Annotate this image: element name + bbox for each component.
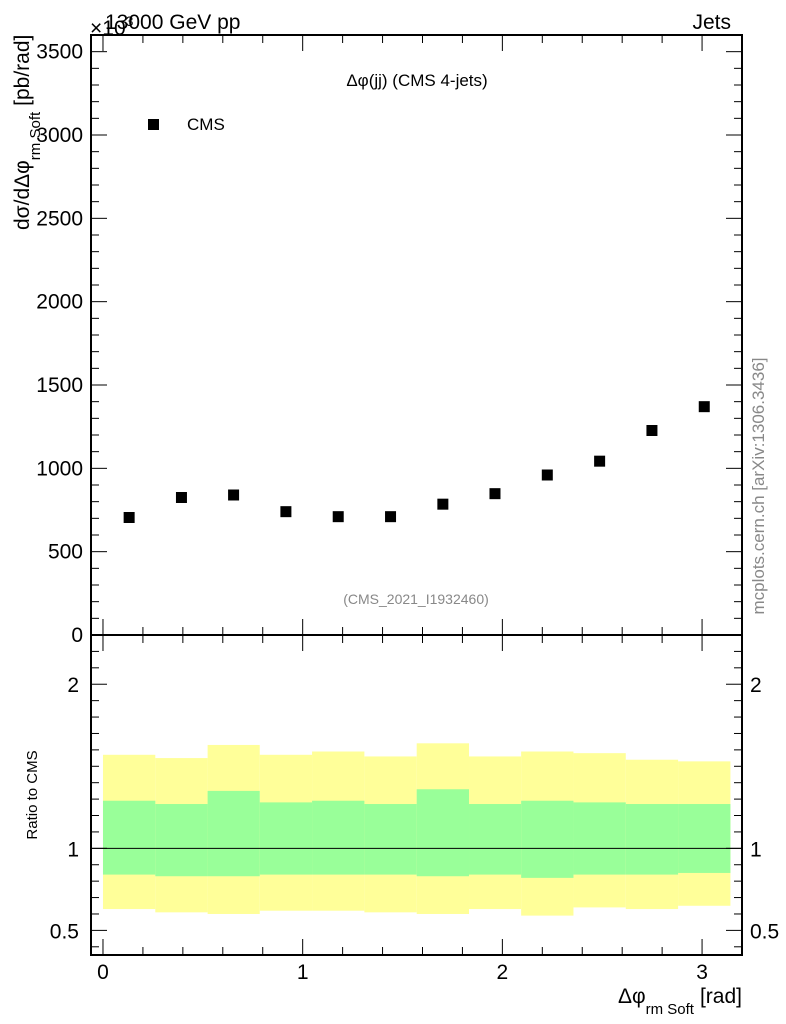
ratio-bands <box>102 743 731 916</box>
category-label: Jets <box>692 11 731 34</box>
inner-band-bin <box>625 804 679 875</box>
y-axis-label: dσ/dΔφrm Soft[pb/rad] <box>11 35 44 230</box>
data-markers <box>123 401 710 523</box>
data-point <box>228 489 240 501</box>
x-tick-label: 2 <box>497 961 509 984</box>
data-point <box>280 506 292 518</box>
data-point <box>332 511 344 523</box>
main-y-ticks: 0 500 1000 1500 2000 2500 3000 3500 <box>36 41 742 647</box>
ratio-y-tick-label: 1 <box>67 838 79 861</box>
data-point <box>437 498 449 510</box>
main-x-ticks <box>102 35 703 635</box>
data-point <box>385 511 397 523</box>
y-tick-label: 0 <box>71 624 83 647</box>
data-point <box>541 469 553 481</box>
inner-band-bin <box>521 800 574 878</box>
ratio-x-ticks: 0 1 2 3 <box>97 635 708 984</box>
ratio-y-tick-label-right: 1 <box>750 838 762 861</box>
ratio-panel-frame <box>90 634 743 956</box>
y-tick-label: 1500 <box>36 374 83 397</box>
data-point <box>698 401 710 413</box>
data-point <box>594 455 606 467</box>
inner-band-bin <box>259 802 313 875</box>
inner-band-bin <box>678 804 731 873</box>
ratio-y-tick-label: 0.5 <box>50 920 79 943</box>
x-tick-label: 0 <box>97 961 109 984</box>
x-tick-label: 1 <box>297 961 309 984</box>
y-tick-label: 3000 <box>36 124 83 147</box>
ratio-y-tick-label: 2 <box>67 674 79 697</box>
ratio-panel: 0.5 0.5 1 1 2 2 0 1 2 3 Ratio to CMS Δφrm Soft[r… <box>24 634 779 1018</box>
data-point <box>123 512 135 523</box>
y-tick-label: 500 <box>48 541 83 564</box>
inner-band-bin <box>364 804 417 875</box>
ratio-y-axis-label: Ratio to CMS <box>24 750 41 839</box>
y-tick-label: 2500 <box>36 207 83 230</box>
y-tick-label: 1000 <box>36 457 83 480</box>
inner-band-bin <box>207 790 260 877</box>
inner-band-bin <box>155 804 208 877</box>
legend: CMS <box>148 115 225 134</box>
ratio-y-tick-label-right: 0.5 <box>750 920 779 943</box>
side-label: mcplots.cern.ch [arXiv:1306.3436] <box>749 357 768 614</box>
inner-band-bin <box>416 789 470 877</box>
inner-band-bin <box>573 802 626 875</box>
data-point <box>646 425 658 436</box>
y-tick-label: 3500 <box>36 41 83 64</box>
legend-marker <box>148 119 159 130</box>
ratio-y-tick-label-right: 2 <box>750 674 762 697</box>
data-point <box>175 492 187 503</box>
inner-band-bin <box>312 800 365 875</box>
ratio-y-ticks: 0.5 0.5 1 1 2 2 <box>50 650 779 948</box>
reference-label: (CMS_2021_I1932460) <box>343 591 489 607</box>
inner-band-bin <box>469 804 522 875</box>
main-panel: 0 500 1000 1500 2000 2500 3000 3500 Δφ(jj) (CMS… <box>11 34 743 647</box>
x-axis-label: Δφrm Soft[rad] <box>618 985 742 1018</box>
x-tick-label: 3 <box>696 961 708 984</box>
y-tick-label: 2000 <box>36 291 83 314</box>
inner-band-bin <box>102 800 156 875</box>
legend-label: CMS <box>187 115 225 134</box>
chart-title: Δφ(jj) (CMS 4-jets) <box>346 71 487 90</box>
energy-label: 13000 GeV pp <box>105 11 240 34</box>
data-point <box>489 488 501 500</box>
